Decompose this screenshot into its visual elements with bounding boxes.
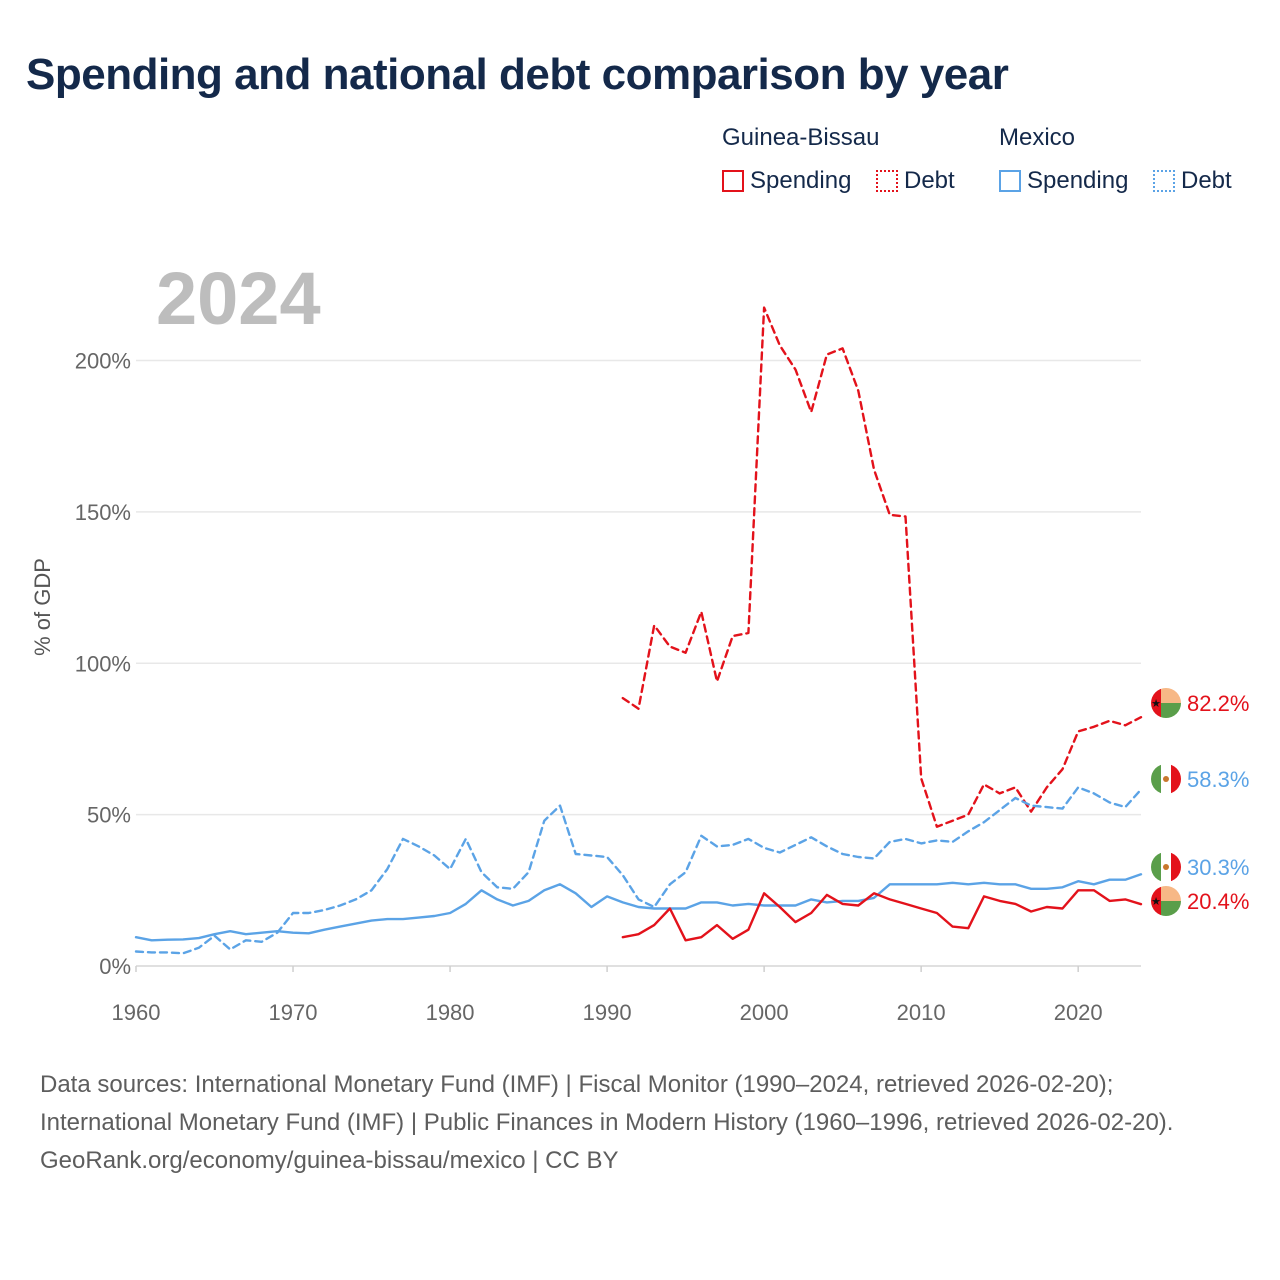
line-chart: 2024 0% 50% 100% 150% 200% 1960 1970 1980 1990 20… (30, 257, 1249, 1025)
end-value-label: 82.2% (1187, 691, 1249, 716)
y-axis-label: % of GDP (30, 558, 55, 656)
legend-item-mexico-spending[interactable]: Spending (999, 166, 1128, 196)
legend-group-mexico: Mexico (999, 124, 1076, 151)
footer: Data sources: International Monetary Fun… (40, 1066, 1240, 1180)
y-tick-label: 100% (75, 651, 131, 676)
svg-text:★: ★ (1151, 698, 1161, 710)
axes: 0% 50% 100% 150% 200% 1960 1970 1980 1990 2000 201… (75, 349, 1103, 1025)
legend-swatch-dotted-red (876, 170, 898, 192)
legend-item-guinea-bissau-spending[interactable]: Spending (722, 166, 851, 196)
x-tick-label: 2000 (740, 1000, 789, 1025)
y-tick-label: 150% (75, 500, 131, 525)
legend-label: Debt (1181, 167, 1232, 194)
flag-icon-mexico (1151, 852, 1181, 882)
legend-swatch-dotted-blue (1153, 170, 1175, 192)
series-line-guinea-bissau-debt[interactable] (621, 306, 1143, 828)
legend-label: Spending (750, 167, 852, 194)
x-tick-label: 1960 (112, 1000, 161, 1025)
legend-group-guinea-bissau: Guinea-Bissau (722, 124, 880, 151)
legend-item-guinea-bissau-debt[interactable]: Debt (876, 166, 955, 196)
x-tick-label: 2010 (897, 1000, 946, 1025)
legend-swatch-solid-blue (999, 170, 1021, 192)
year-watermark: 2024 (156, 257, 321, 340)
y-tick-label: 0% (99, 954, 131, 979)
flag-icon-guinea-bissau: ★ (1151, 886, 1181, 916)
data-sources: Data sources: International Monetary Fun… (40, 1071, 1174, 1136)
flag-icon-guinea-bissau: ★ (1151, 688, 1181, 718)
end-value-label: 58.3% (1187, 767, 1249, 792)
series-line-mexico-spending[interactable] (134, 873, 1143, 942)
x-tick-label: 1970 (269, 1000, 318, 1025)
series-line-guinea-bissau-spending[interactable] (621, 889, 1143, 942)
credit-link[interactable]: GeoRank.org/economy/guinea-bissau/mexico… (40, 1147, 619, 1174)
chart-title: Spending and national debt comparison by… (26, 50, 1009, 99)
end-value-label: 30.3% (1187, 855, 1249, 880)
legend-item-mexico-debt[interactable]: Debt (1153, 166, 1232, 196)
legend-swatch-solid-red (722, 170, 744, 192)
y-tick-label: 50% (87, 803, 131, 828)
y-tick-label: 200% (75, 349, 131, 374)
series-line-mexico-debt[interactable] (134, 786, 1143, 955)
x-tick-label: 2020 (1054, 1000, 1103, 1025)
end-value-label: 20.4% (1187, 889, 1249, 914)
grid (136, 359, 1141, 967)
end-labels: 82.2% 58.3% 30.3% 20.4% (1187, 691, 1249, 914)
svg-text:★: ★ (1151, 896, 1161, 908)
x-tick-label: 1990 (583, 1000, 632, 1025)
series (134, 306, 1143, 955)
legend-label: Spending (1027, 167, 1129, 194)
legend-label: Debt (904, 167, 955, 194)
flag-icon-mexico (1151, 764, 1181, 794)
x-tick-label: 1980 (426, 1000, 475, 1025)
